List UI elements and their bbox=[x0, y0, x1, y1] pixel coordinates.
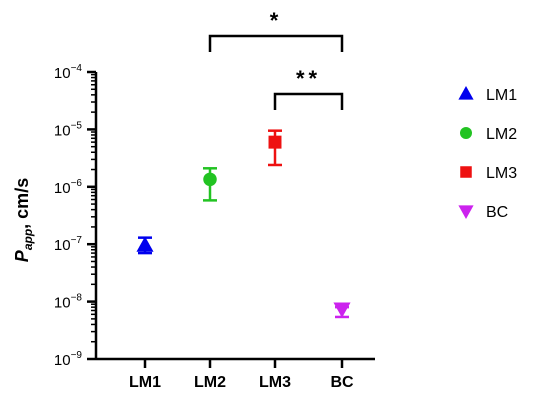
legend-marker bbox=[458, 205, 474, 219]
y-tick-exponent: −6 bbox=[71, 178, 83, 189]
significance-label: ** bbox=[296, 66, 321, 91]
legend-label: BC bbox=[486, 204, 508, 221]
significance-label: * bbox=[270, 8, 283, 33]
y-tick-label: 10−7 bbox=[54, 235, 83, 254]
significance-bracket: ** bbox=[273, 66, 344, 110]
y-tick-label: 10−9 bbox=[54, 350, 83, 369]
legend-item-bc: BC bbox=[458, 204, 508, 221]
y-tick-base: 10 bbox=[54, 122, 71, 139]
marker-bc bbox=[333, 302, 351, 318]
x-tick-label: BC bbox=[330, 374, 354, 391]
y-tick-exponent: −9 bbox=[71, 350, 83, 361]
point-lm3 bbox=[268, 129, 282, 167]
y-tick-label: 10−4 bbox=[54, 63, 83, 82]
y-tick-base: 10 bbox=[54, 180, 71, 197]
x-ticks: LM1 LM2 LM3 BC bbox=[129, 359, 354, 391]
legend-marker bbox=[460, 166, 472, 178]
point-lm2 bbox=[203, 167, 217, 202]
y-tick-base: 10 bbox=[54, 352, 71, 369]
y-axis-title-suffix: , cm/s bbox=[12, 178, 32, 229]
y-tick-base: 10 bbox=[54, 237, 71, 254]
y-tick-exponent: −7 bbox=[71, 235, 83, 246]
y-tick-label: 10−5 bbox=[54, 120, 83, 139]
y-tick-label: 10−8 bbox=[54, 293, 83, 312]
legend-marker bbox=[458, 86, 474, 100]
y-ticks: 10−410−510−610−710−810−9 bbox=[54, 63, 96, 369]
axes bbox=[94, 72, 375, 361]
x-tick-label: LM1 bbox=[129, 374, 161, 391]
bracket-line bbox=[273, 92, 344, 110]
significance-bracket: * bbox=[208, 8, 344, 52]
legend-marker bbox=[460, 127, 472, 139]
y-axis-title: Papp, cm/s bbox=[12, 178, 35, 262]
legend: LM1 LM2 LM3 BC bbox=[458, 86, 517, 221]
y-tick-label: 10−6 bbox=[54, 178, 83, 197]
y-tick-base: 10 bbox=[54, 295, 71, 312]
x-tick-label: LM3 bbox=[259, 374, 291, 391]
svg-text:Papp, cm/s: Papp, cm/s bbox=[12, 178, 35, 262]
point-lm1 bbox=[136, 236, 154, 255]
bracket-line bbox=[208, 34, 344, 52]
legend-label: LM1 bbox=[486, 87, 517, 104]
legend-item-lm2: LM2 bbox=[460, 126, 517, 143]
data-points bbox=[136, 129, 351, 319]
y-axis-title-sub: app bbox=[21, 229, 35, 250]
significance-brackets: *** bbox=[208, 8, 344, 110]
marker-lm1 bbox=[136, 236, 154, 252]
marker-lm2 bbox=[203, 172, 217, 187]
legend-item-lm1: LM1 bbox=[458, 86, 517, 104]
y-tick-exponent: −5 bbox=[71, 120, 83, 131]
y-axis-title-main: P bbox=[12, 249, 32, 262]
y-tick-exponent: −8 bbox=[71, 293, 83, 304]
point-bc bbox=[333, 302, 351, 319]
y-tick-exponent: −4 bbox=[71, 63, 83, 74]
marker-lm3 bbox=[268, 135, 282, 149]
legend-label: LM3 bbox=[486, 165, 517, 182]
legend-item-lm3: LM3 bbox=[460, 165, 517, 182]
x-tick-label: LM2 bbox=[194, 374, 226, 391]
legend-label: LM2 bbox=[486, 126, 517, 143]
y-tick-base: 10 bbox=[54, 65, 71, 82]
